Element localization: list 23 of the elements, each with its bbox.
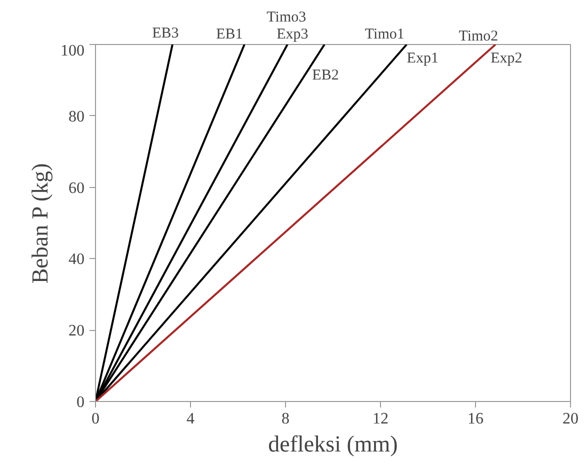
annotation: EB1 — [216, 26, 243, 42]
y-tick-label: 40 — [68, 251, 84, 268]
annotation: Exp3 — [276, 26, 308, 42]
y-tick-label: 20 — [68, 322, 84, 340]
annotation: Timo3 — [266, 10, 306, 26]
x-axis-title: defleksi (mm) — [268, 432, 398, 456]
annotation: Timo2 — [458, 28, 498, 44]
annotation: Timo1 — [364, 26, 404, 42]
y-tick-label: 60 — [68, 180, 84, 197]
annotation: EB2 — [312, 68, 339, 84]
annotation: Exp1 — [406, 50, 438, 66]
x-tick-label: 12 — [372, 410, 388, 428]
annotation: EB3 — [152, 26, 179, 42]
y-tick-label: 0 — [76, 394, 84, 411]
y-tick-label: 80 — [68, 108, 84, 126]
x-tick-label: 8 — [282, 410, 290, 428]
x-tick-label: 4 — [186, 410, 194, 428]
x-tick-label: 20 — [562, 410, 578, 428]
x-tick-label: 16 — [468, 410, 484, 428]
annotation: Exp2 — [490, 50, 522, 66]
x-tick-label: 0 — [92, 410, 100, 428]
y-tick-label: 100 — [60, 42, 84, 60]
y-axis-title: Beban P (kg) — [28, 163, 52, 284]
